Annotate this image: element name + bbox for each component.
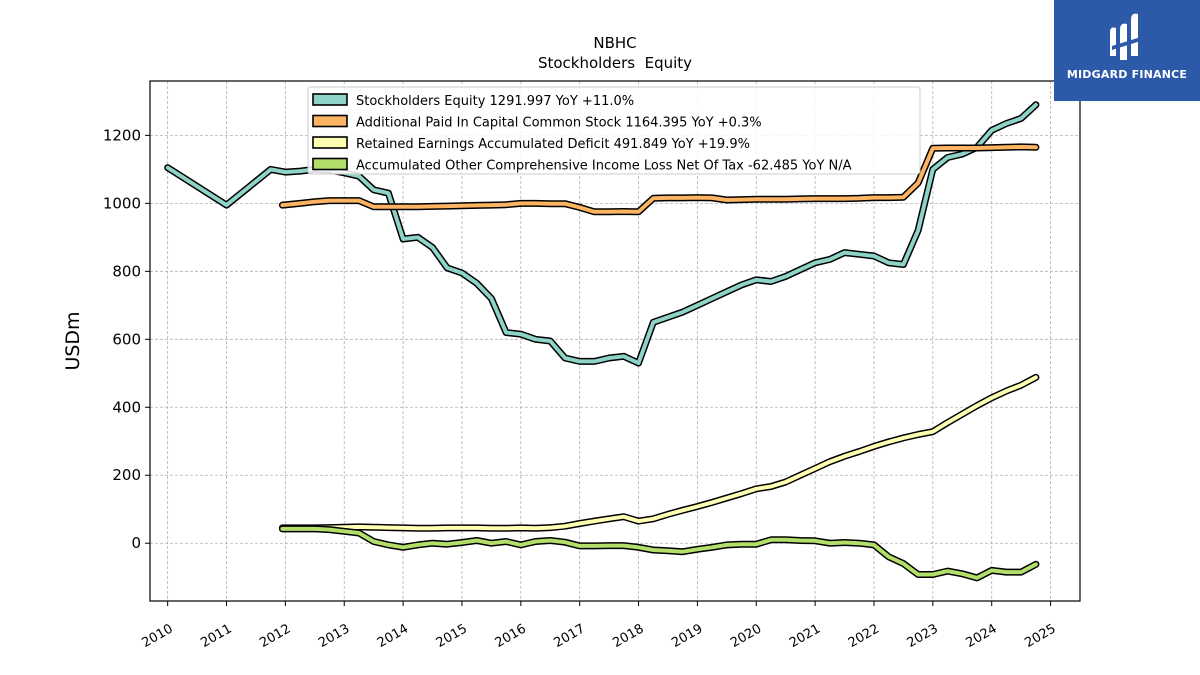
plot-frame xyxy=(149,80,1081,602)
x-tick-label: 2025 xyxy=(1022,621,1058,651)
y-tick-label: 400 xyxy=(112,398,141,416)
series-line-retained-earnings-accumulated-deficit xyxy=(280,375,1038,531)
y-tick-label: 600 xyxy=(112,330,141,348)
x-tick-label: 2021 xyxy=(787,621,823,651)
legend-box xyxy=(307,86,921,175)
legend-swatch xyxy=(312,114,348,128)
series-outline-accumulated-other-comprehensive-income-loss-net-of-tax xyxy=(278,525,1040,582)
x-tick-label: 2020 xyxy=(728,621,764,651)
chart-subtitle: Stockholders Equity xyxy=(538,54,692,72)
x-axis: 2010 2011 2012 2013 2014 2015 2016 2017 2018 2019… xyxy=(139,601,1059,651)
x-tick-label: 2017 xyxy=(552,621,588,651)
legend-entry: Retained Earnings Accumulated Deficit 49… xyxy=(356,137,750,152)
chart-title: NBHC xyxy=(593,34,636,52)
series-line-stockholders-equity xyxy=(165,102,1038,366)
x-tick-label: 2010 xyxy=(139,621,175,651)
y-axis-label: USDm xyxy=(62,311,84,370)
legend: Stockholders Equity 1291.997 YoY +11.0% A… xyxy=(307,86,921,175)
series-line-accumulated-other-comprehensive-income-loss-net-of-tax xyxy=(280,526,1038,580)
x-tick-label: 2013 xyxy=(316,621,352,651)
x-tick-label: 2015 xyxy=(434,621,470,651)
legend-entry: Stockholders Equity 1291.997 YoY +11.0% xyxy=(356,94,634,109)
legend-entry: Accumulated Other Comprehensive Income L… xyxy=(356,159,852,174)
x-tick-label: 2023 xyxy=(905,621,941,651)
y-tick-label: 1000 xyxy=(103,194,141,212)
x-tick-label: 2016 xyxy=(493,621,529,651)
x-tick-label: 2022 xyxy=(846,621,882,651)
x-tick-label: 2012 xyxy=(257,621,293,651)
x-tick-label: 2024 xyxy=(964,621,1000,651)
y-tick-label: 200 xyxy=(112,466,141,484)
brand-name: MIDGARD FINANCE xyxy=(1066,68,1188,81)
y-tick-label: 0 xyxy=(131,534,141,552)
y-tick-label: 1200 xyxy=(103,126,141,144)
series-lines xyxy=(164,101,1040,582)
legend-swatch xyxy=(312,157,348,171)
legend-swatch xyxy=(312,136,348,149)
series-outline-retained-earnings-accumulated-deficit xyxy=(278,373,1040,532)
x-tick-label: 2014 xyxy=(375,621,411,651)
brand-logo: MIDGARD FINANCE xyxy=(1054,0,1200,101)
x-tick-label: 2011 xyxy=(198,621,234,651)
midgard-logo-icon xyxy=(1110,13,1144,61)
y-axis: 0 200 400 600 800 1000 1200 xyxy=(103,126,150,552)
x-tick-label: 2018 xyxy=(610,621,646,651)
legend-entry: Additional Paid In Capital Common Stock … xyxy=(356,116,762,131)
legend-swatch xyxy=(312,93,348,106)
y-tick-label: 800 xyxy=(112,262,141,280)
series-line-additional-paid-in-capital-common-stock xyxy=(280,144,1038,214)
x-tick-label: 2019 xyxy=(669,621,705,651)
